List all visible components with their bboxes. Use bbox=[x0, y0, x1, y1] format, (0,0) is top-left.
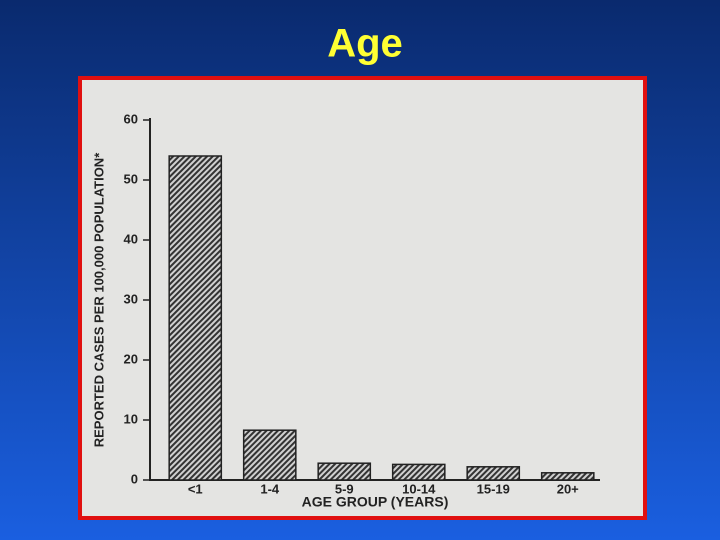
bar bbox=[466, 466, 521, 481]
y-tick-label: 20 bbox=[124, 351, 138, 366]
chart-frame bbox=[78, 76, 647, 520]
slide-title: Age bbox=[327, 22, 403, 66]
y-tick-label: 0 bbox=[131, 471, 138, 486]
y-axis-label: REPORTED CASES PER 100,000 POPULATION* bbox=[91, 152, 106, 447]
bar bbox=[168, 155, 223, 481]
x-tick-label: 20+ bbox=[557, 481, 579, 496]
bar bbox=[391, 463, 446, 481]
x-tick-label: 10-14 bbox=[402, 481, 436, 496]
x-tick-label: 5-9 bbox=[335, 481, 354, 496]
y-tick-label: 50 bbox=[124, 171, 138, 186]
bar bbox=[540, 472, 595, 481]
y-tick-label: 40 bbox=[124, 231, 138, 246]
bar bbox=[317, 462, 372, 481]
bar bbox=[242, 429, 297, 481]
y-tick-label: 10 bbox=[124, 411, 138, 426]
x-tick-label: <1 bbox=[188, 481, 203, 496]
y-tick-label: 60 bbox=[124, 111, 138, 126]
x-axis-label: AGE GROUP (YEARS) bbox=[302, 494, 449, 510]
y-tick-label: 30 bbox=[124, 291, 138, 306]
x-tick-label: 15-19 bbox=[477, 481, 510, 496]
x-tick-label: 1-4 bbox=[260, 481, 280, 496]
